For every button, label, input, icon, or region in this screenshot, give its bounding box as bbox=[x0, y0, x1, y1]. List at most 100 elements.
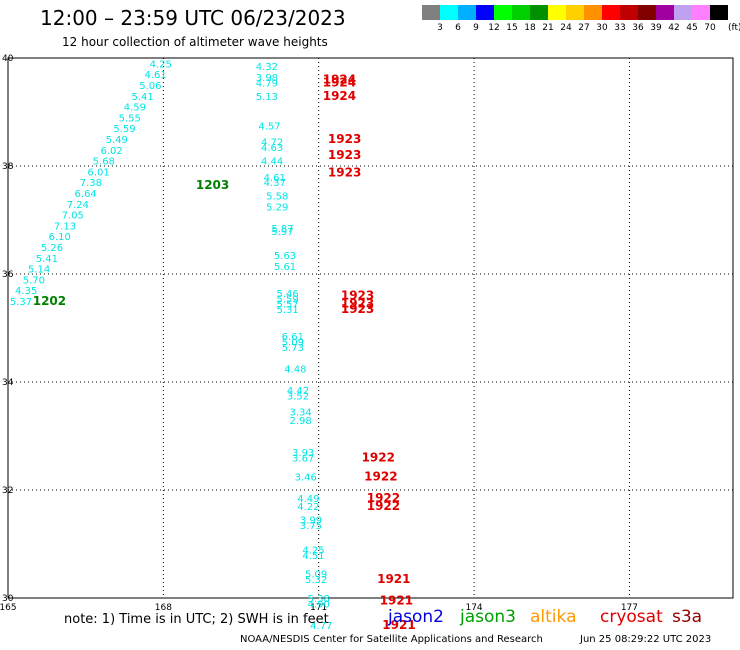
wave-height-value: 4.49 bbox=[297, 494, 319, 505]
wave-height-value: 3.98 bbox=[256, 73, 278, 84]
page-title: 12:00 – 23:59 UTC 06/23/2023 bbox=[40, 6, 346, 30]
wave-height-value: 4.77 bbox=[310, 621, 332, 632]
legend-swatch bbox=[584, 5, 602, 20]
pass-time-label: 1923 bbox=[328, 148, 361, 162]
wave-height-value: 4.63 bbox=[261, 143, 283, 154]
pass-time-label: 1922 bbox=[367, 499, 400, 513]
wave-height-value: 5.68 bbox=[93, 157, 115, 168]
wave-height-value: 4.25 bbox=[150, 59, 172, 70]
pass-time-label: 1924 bbox=[323, 75, 356, 89]
pass-time-label: 1923 bbox=[341, 297, 374, 311]
pass-time-label: 1922 bbox=[362, 451, 395, 465]
wave-height-value: 4.37 bbox=[264, 178, 286, 189]
legend-label: 39 bbox=[650, 23, 662, 33]
wave-height-value: 3.52 bbox=[287, 392, 309, 403]
satellite-s3a: s3a bbox=[672, 607, 703, 627]
pass-time-label: 1923 bbox=[328, 132, 361, 146]
legend-swatch bbox=[674, 5, 692, 20]
legend-swatch bbox=[566, 5, 584, 20]
legend-label: 12 bbox=[488, 23, 500, 33]
wave-height-value: 7.13 bbox=[54, 221, 76, 232]
wave-height-value: 3.75 bbox=[300, 521, 322, 532]
credit-line: NOAA/NESDIS Center for Satellite Applica… bbox=[240, 634, 543, 645]
wave-height-value: 5.55 bbox=[119, 113, 141, 124]
wave-height-value: 3.93 bbox=[292, 448, 314, 459]
legend-label: 21 bbox=[542, 23, 554, 33]
track-left-values: 4.254.615.065.414.595.555.595.496.025.68… bbox=[10, 59, 172, 308]
legend-label: 3 bbox=[437, 23, 443, 33]
legend-swatch bbox=[602, 5, 620, 20]
wave-height-value: 4.35 bbox=[15, 286, 37, 297]
wave-height-value: 3.67 bbox=[292, 454, 314, 465]
wave-height-value: 5.14 bbox=[28, 265, 50, 276]
legend-swatch bbox=[530, 5, 548, 20]
lon-tick-label: 165 bbox=[0, 603, 17, 613]
pass-time-label: 1922 bbox=[367, 491, 400, 505]
footnote: note: 1) Time is in UTC; 2) SWH is in fe… bbox=[64, 612, 329, 627]
wave-height-value: 4.25 bbox=[302, 545, 324, 556]
wave-height-value: 4.59 bbox=[124, 103, 146, 114]
pass-time-label: 1923 bbox=[328, 165, 361, 179]
lon-tick-label: 177 bbox=[621, 603, 638, 613]
wave-height-value: 5.46 bbox=[277, 289, 299, 300]
wave-height-value: 5.29 bbox=[266, 203, 288, 214]
legend-label: 9 bbox=[473, 23, 479, 33]
legend-label: 45 bbox=[686, 23, 698, 33]
wave-height-value: 5.61 bbox=[274, 262, 296, 273]
legend-swatch bbox=[458, 5, 476, 20]
wave-height-value: 6.01 bbox=[87, 167, 109, 178]
wave-height-value: 6.61 bbox=[282, 332, 304, 343]
wave-height-value: 5.06 bbox=[139, 81, 161, 92]
page-subtitle: 12 hour collection of altimeter wave hei… bbox=[62, 35, 328, 49]
legend-label: 36 bbox=[632, 23, 644, 33]
wave-height-value: 5.49 bbox=[106, 135, 128, 146]
legend-unit: (ft) bbox=[728, 23, 740, 33]
legend-label: 42 bbox=[668, 23, 680, 33]
legend-swatch bbox=[440, 5, 458, 20]
lat-tick-label: 34 bbox=[2, 378, 14, 388]
wave-height-value: 5.13 bbox=[256, 92, 278, 103]
legend-label: 24 bbox=[560, 23, 572, 33]
pass-time-label: 1923 bbox=[341, 302, 374, 316]
wave-height-value: 3.46 bbox=[295, 473, 317, 484]
legend-label: 33 bbox=[614, 23, 626, 33]
legend-swatch bbox=[476, 5, 494, 20]
wave-height-value: 7.05 bbox=[62, 211, 84, 222]
wave-height-value: 5.31 bbox=[277, 305, 299, 316]
wave-height-value: 6.10 bbox=[49, 232, 71, 243]
wave-height-value: 5.41 bbox=[132, 92, 154, 103]
lat-tick-label: 40 bbox=[2, 54, 14, 64]
lon-tick-label: 168 bbox=[155, 603, 172, 613]
legend-swatch bbox=[548, 5, 566, 20]
pass-time-label: 1922 bbox=[364, 470, 397, 484]
wave-height-value: 4.32 bbox=[256, 62, 278, 73]
wave-height-value: 4.61 bbox=[144, 70, 166, 81]
lon-tick-label: 171 bbox=[310, 603, 327, 613]
wave-height-value: 4.48 bbox=[284, 365, 306, 376]
wave-height-value: 5.97 bbox=[271, 227, 293, 238]
satellite-cryosat: cryosat bbox=[600, 607, 663, 627]
satellite-jason2: jason2 bbox=[388, 607, 444, 627]
legend-label: 6 bbox=[455, 23, 461, 33]
legend-label: 18 bbox=[524, 23, 536, 33]
wave-height-value: 5.09 bbox=[282, 338, 304, 349]
satellite-altika: altika bbox=[530, 607, 577, 627]
wave-height-value: 4.72 bbox=[261, 138, 283, 149]
wave-height-value: 4.51 bbox=[302, 551, 324, 562]
wave-height-value: 4.79 bbox=[256, 78, 278, 89]
wave-height-value: 5.57 bbox=[277, 300, 299, 311]
wave-height-value: 4.44 bbox=[261, 157, 283, 168]
wave-height-value: 4.22 bbox=[297, 502, 319, 513]
legend-label: 27 bbox=[578, 23, 590, 33]
wave-height-value: 5.70 bbox=[23, 275, 45, 286]
pass-time-label: 1921 bbox=[377, 572, 410, 586]
legend-swatch bbox=[494, 5, 512, 20]
lat-tick-label: 32 bbox=[2, 486, 13, 496]
legend-swatch bbox=[710, 5, 728, 20]
wave-height-value: 5.73 bbox=[282, 343, 304, 354]
legend-label: 30 bbox=[596, 23, 608, 33]
wave-height-value: 5.63 bbox=[274, 251, 296, 262]
lat-tick-label: 38 bbox=[2, 162, 14, 172]
wave-height-value: 5.59 bbox=[277, 294, 299, 305]
